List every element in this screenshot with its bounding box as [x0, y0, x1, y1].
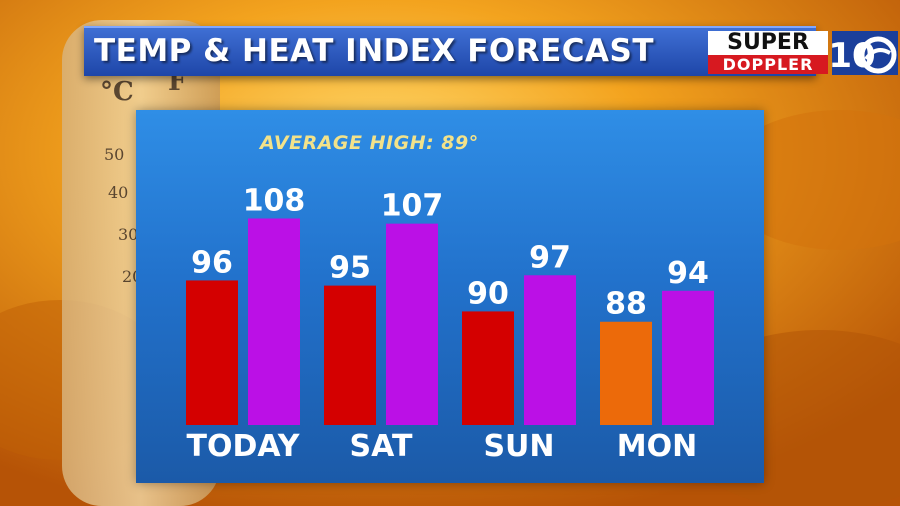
temp-value-label-today: 96 — [191, 245, 233, 280]
temp-bar-today — [186, 280, 238, 425]
logo-super-text: SUPER — [708, 31, 828, 55]
wave-icon — [859, 36, 897, 74]
heat-index-bar-sat — [386, 223, 438, 425]
heat-index-bar-sun — [524, 275, 576, 425]
svg-text:40: 40 — [108, 183, 128, 202]
heat-index-value-label-sun: 97 — [529, 240, 571, 275]
heat-index-value-label-sat: 107 — [381, 189, 444, 224]
svg-text:50: 50 — [104, 145, 124, 164]
heat-index-bar-mon — [662, 290, 714, 425]
forecast-bar-chart: 96 108 TODAY 95 107 SAT 90 97 SUN 88 94 MON — [186, 183, 714, 464]
temp-bar-sat — [324, 285, 376, 425]
category-label-today: TODAY — [187, 429, 301, 464]
svg-text:°C: °C — [100, 77, 134, 107]
heat-index-value-label-today: 108 — [243, 183, 306, 218]
logo-doppler-text: DOPPLER — [708, 55, 828, 74]
category-label-mon: MON — [617, 429, 697, 464]
temp-value-label-sat: 95 — [329, 251, 371, 286]
station-logo: SUPER DOPPLER 10 — [708, 31, 898, 76]
page-title: TEMP & HEAT INDEX FORECAST — [94, 33, 655, 69]
title-bar: TEMP & HEAT INDEX FORECAST SUPER DOPPLER… — [84, 26, 898, 76]
channel-badge: 10 — [828, 31, 898, 76]
chart-panel: AVERAGE HIGH: 89° 96 108 TODAY 95 107 SAT 90 97… — [136, 110, 764, 483]
heat-index-value-label-mon: 94 — [667, 256, 709, 291]
temp-bar-sun — [462, 311, 514, 425]
svg-text:30: 30 — [118, 225, 138, 244]
temp-bar-mon — [600, 321, 652, 425]
temp-value-label-sun: 90 — [467, 276, 509, 311]
temp-value-label-mon: 88 — [605, 287, 647, 322]
heat-index-bar-today — [248, 218, 300, 425]
category-label-sun: SUN — [483, 429, 554, 464]
average-high-label: AVERAGE HIGH: 89° — [260, 132, 479, 154]
category-label-sat: SAT — [350, 429, 413, 464]
